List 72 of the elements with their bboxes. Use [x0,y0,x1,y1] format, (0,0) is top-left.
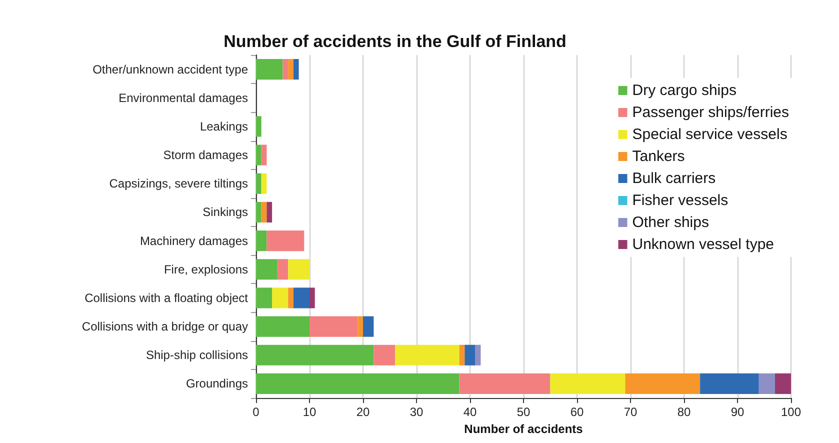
y-tick-label: Groundings [186,376,248,391]
y-tick-label: Collisions with a bridge or quay [82,320,248,334]
legend-label: Passenger ships/ferries [632,104,790,121]
x-tick-label: 50 [516,405,530,419]
bar [288,59,294,80]
bar [256,59,283,80]
bar [256,116,262,137]
bar [293,288,310,308]
bar [256,144,262,166]
chart-title: Number of accidents in the Gulf of Finland [224,32,566,51]
bar [758,373,775,394]
y-tick-label: Collisions with a floating object [84,290,249,305]
x-tick-label: 90 [730,405,744,419]
y-tick-label: Capsizings, severe tiltings [109,176,248,191]
x-tick-label: 40 [463,405,477,419]
bar [288,288,294,308]
bar [256,173,262,194]
bar [464,344,476,366]
bar [261,144,267,166]
legend-label: Tankers [632,148,685,165]
bar [310,316,358,337]
x-tick-label: 10 [302,405,316,419]
bar [256,230,267,252]
bar [261,202,267,222]
bar [358,316,363,337]
bar [395,344,460,366]
bar [282,59,288,80]
legend-label: Bulk carriers [632,170,716,187]
bar [625,373,700,394]
x-axis-title: Number of accidents [464,422,584,436]
x-tick-label: 30 [410,405,424,419]
bar [374,344,396,366]
y-tick-label: Environmental damages [118,90,248,105]
bar [272,288,288,308]
bar [310,288,315,308]
y-tick-label: Storm damages [163,148,248,162]
legend-label: Other ships [632,214,709,231]
x-tick-label: 0 [252,405,260,419]
x-tick-label: 80 [677,405,691,419]
bar [256,259,278,280]
bar [288,259,310,280]
y-tick-label: Other/unknown accident type [92,62,248,76]
bar [256,202,262,222]
x-tick-label: 70 [624,405,638,419]
x-tick-label: 20 [356,405,370,419]
x-tick-label: 100 [780,405,802,419]
bar [256,316,310,337]
y-tick-label: Ship-ship collisions [146,348,248,362]
bar [475,344,481,366]
bar [459,344,465,366]
bar [261,173,267,194]
y-tick-label: Machinery damages [140,234,248,248]
y-tick-label: Fire, explosions [164,262,248,276]
bar [700,373,759,394]
bar [256,344,374,366]
bar [363,316,374,337]
legend-label: Unknown vessel type [632,236,774,253]
bar [293,59,299,80]
legend-label: Fisher vessels [632,192,728,209]
bar [266,230,304,252]
y-tick-label: Leakings [200,119,248,134]
bar [459,373,550,394]
legend-label: Dry cargo ships [632,82,736,99]
y-tick-label: Sinkings [202,205,248,220]
bar [550,373,626,394]
bar [256,288,272,308]
bar [266,202,272,222]
legend-label: Special service vessels [632,126,788,143]
bar [256,373,460,394]
x-tick-label: 60 [570,405,584,419]
bar [774,373,791,394]
bar [277,259,288,280]
